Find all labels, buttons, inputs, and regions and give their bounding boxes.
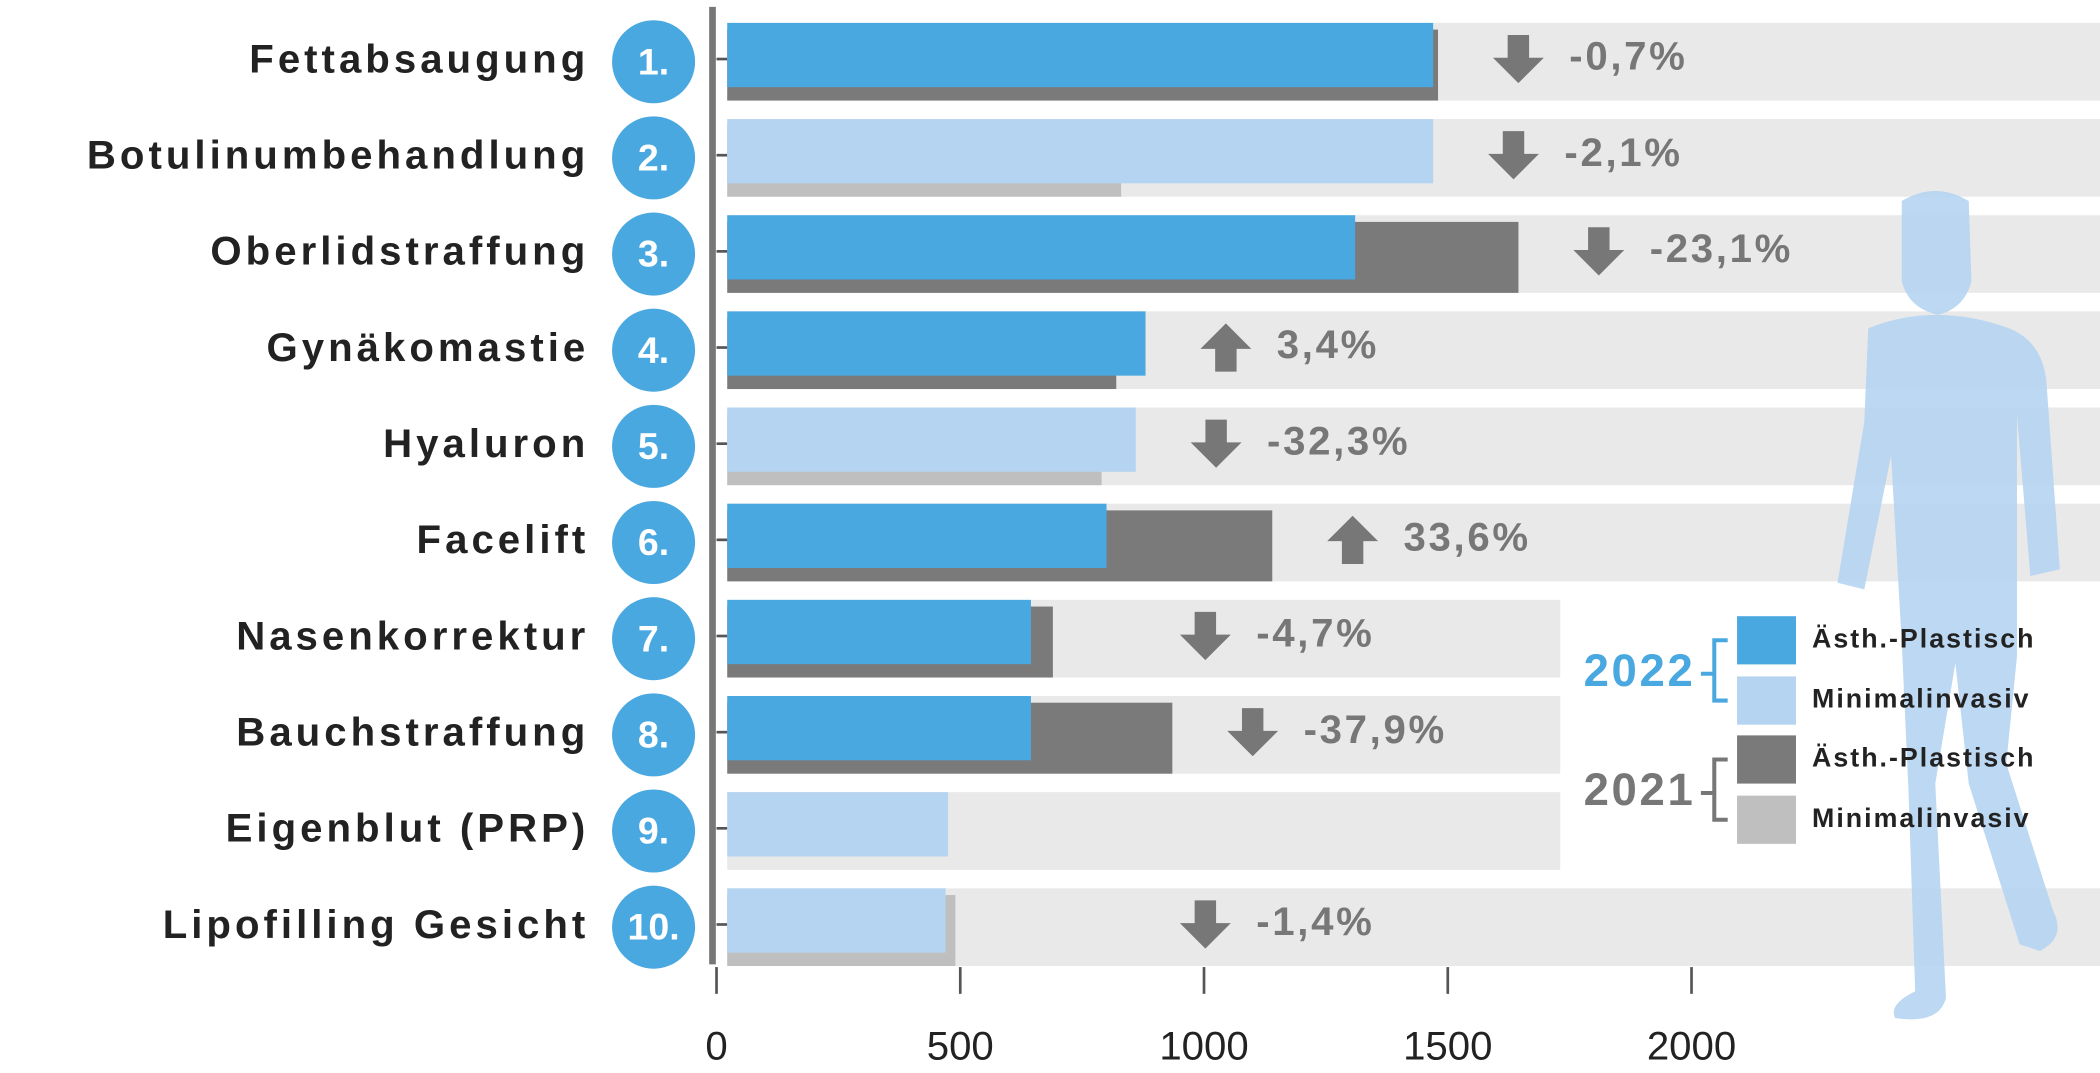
row-background <box>727 888 2100 967</box>
bar <box>727 407 1136 472</box>
arrow-down <box>1179 611 1231 661</box>
bar <box>727 503 1107 568</box>
rank-badge <box>612 212 696 296</box>
legend-label: Ästh.-Plastisch <box>1812 623 2036 653</box>
category-label: Gynäkomastie <box>267 325 590 370</box>
arrow-up <box>1327 515 1379 564</box>
legend-swatch <box>1737 676 1796 725</box>
arrow-down <box>1227 708 1279 757</box>
x-tick-label: 0 <box>705 1023 727 1068</box>
arrow-down <box>1573 227 1625 276</box>
bar <box>727 599 1031 665</box>
bar <box>727 696 1031 761</box>
change-label: -37,9% <box>1304 707 1447 752</box>
category-label: Oberlidstraffung <box>210 229 589 274</box>
rank-label: 7. <box>638 617 669 659</box>
category-label: Eigenblut (PRP) <box>226 806 590 851</box>
category-label: Botulinumbehandlung <box>87 132 589 177</box>
rank-badge <box>612 789 696 873</box>
bar <box>727 792 949 857</box>
rank-label: 9. <box>638 810 669 852</box>
x-tick-label: 500 <box>927 1023 994 1068</box>
rank-badge <box>612 116 696 200</box>
change-label: -1,4% <box>1256 899 1374 944</box>
bar <box>727 215 1356 280</box>
arrow-down <box>1190 419 1242 468</box>
rank-label: 6. <box>638 521 669 563</box>
rank-label: 2. <box>638 136 669 178</box>
category-label: Bauchstraffung <box>236 709 589 754</box>
legend-bracket <box>1700 757 1728 822</box>
rank-badge <box>612 693 696 777</box>
legend-swatch <box>1737 616 1796 665</box>
arrow-down <box>1492 34 1544 84</box>
legend: 2022 Ästh.-Plastisch Minimalinvasiv 2021 Äst… <box>1584 616 2036 844</box>
legend-year: 2021 <box>1584 764 1696 815</box>
bar <box>727 119 1434 184</box>
category-label: Nasenkorrektur <box>236 613 589 658</box>
arrow-down <box>1179 900 1231 949</box>
rank-badge <box>612 597 696 681</box>
change-label: 3,4% <box>1277 322 1379 367</box>
rank-label: 1. <box>638 40 669 82</box>
legend-label: Minimalinvasiv <box>1812 684 2031 714</box>
change-label: -4,7% <box>1256 611 1374 656</box>
silhouette <box>1837 190 2060 1020</box>
rank-label: 8. <box>638 713 669 755</box>
legend-label: Ästh.-Plastisch <box>1812 743 2036 773</box>
change-label: -2,1% <box>1564 130 1682 175</box>
bar <box>727 311 1146 376</box>
rank-badge <box>612 501 696 585</box>
category-label: Hyaluron <box>383 421 589 466</box>
rank-label: 10. <box>628 906 680 948</box>
legend-label: Minimalinvasiv <box>1812 803 2031 833</box>
category-label: Facelift <box>417 517 590 562</box>
rank-label: 3. <box>638 233 669 275</box>
arrow-up <box>1200 323 1252 372</box>
bar <box>727 888 946 953</box>
rank-badge <box>612 404 696 488</box>
legend-bracket <box>1700 638 1728 703</box>
change-label: 33,6% <box>1404 514 1531 559</box>
rank-label: 5. <box>638 425 669 467</box>
legend-swatch <box>1737 795 1796 844</box>
x-tick-label: 1000 <box>1159 1023 1248 1068</box>
change-label: -0,7% <box>1569 34 1687 79</box>
arrow-down <box>1488 131 1539 180</box>
legend-year: 2022 <box>1584 645 1696 696</box>
category-label: Fettabsaugung <box>249 36 589 81</box>
category-label: Lipofilling Gesicht <box>163 902 590 947</box>
rank-label: 4. <box>638 329 669 371</box>
rank-badge <box>612 885 696 969</box>
change-label: -23,1% <box>1650 226 1793 271</box>
x-tick-label: 2000 <box>1647 1023 1736 1068</box>
legend-swatch <box>1737 735 1796 784</box>
bar <box>727 22 1434 88</box>
change-label: -32,3% <box>1267 418 1410 463</box>
x-tick-label: 1500 <box>1403 1023 1492 1068</box>
rank-badge <box>612 308 696 392</box>
rank-badge <box>612 20 696 104</box>
